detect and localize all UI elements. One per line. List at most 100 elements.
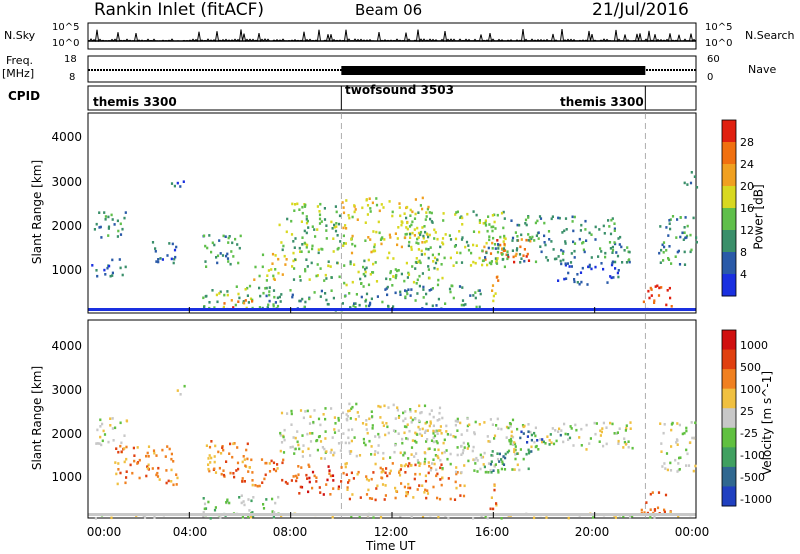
ground-scatter-cell bbox=[162, 513, 164, 516]
echo-cell bbox=[213, 460, 216, 464]
echo-cell bbox=[441, 241, 444, 244]
ground-scatter-cell bbox=[684, 513, 686, 516]
echo-cell bbox=[414, 299, 417, 302]
echo-cell bbox=[236, 446, 239, 449]
echo-cell bbox=[382, 457, 385, 460]
echo-cell bbox=[602, 444, 605, 448]
ground-scatter-cell bbox=[286, 513, 288, 516]
echo-cell bbox=[429, 468, 432, 472]
ground-scatter-cell bbox=[566, 513, 568, 516]
echo-cell bbox=[281, 248, 284, 252]
echo-cell bbox=[420, 253, 423, 256]
echo-cell bbox=[594, 225, 597, 229]
echo-cell bbox=[233, 475, 236, 479]
echo-cell bbox=[95, 442, 98, 445]
ground-scatter-cell bbox=[196, 513, 198, 516]
echo-cell bbox=[426, 438, 429, 441]
echo-cell bbox=[332, 296, 335, 300]
ground-scatter-cell bbox=[288, 308, 290, 311]
echo-cell bbox=[462, 494, 466, 498]
ground-scatter-cell bbox=[502, 308, 504, 311]
echo-cell bbox=[327, 465, 330, 468]
echo-cell bbox=[513, 260, 516, 264]
ground-scatter-cell bbox=[422, 513, 424, 516]
echo-cell bbox=[573, 215, 576, 219]
ground-scatter-cell bbox=[174, 513, 176, 516]
echo-cell bbox=[182, 180, 185, 183]
ground-scatter-cell bbox=[122, 513, 124, 516]
ground-scatter-cell bbox=[214, 513, 216, 516]
echo-cell bbox=[475, 456, 478, 460]
echo-cell bbox=[534, 434, 537, 438]
echo-cell bbox=[578, 436, 581, 439]
ground-scatter-cell bbox=[358, 513, 360, 516]
echo-cell bbox=[373, 249, 377, 253]
ground-scatter-cell bbox=[202, 513, 204, 516]
ground-scatter-cell bbox=[442, 308, 444, 311]
echo-cell bbox=[98, 226, 101, 229]
echo-cell bbox=[271, 497, 274, 501]
echo-cell bbox=[213, 243, 216, 247]
echo-cell bbox=[518, 468, 521, 472]
echo-cell bbox=[604, 255, 607, 259]
echo-cell bbox=[588, 265, 591, 269]
echo-cell bbox=[430, 439, 434, 442]
echo-cell bbox=[413, 234, 416, 237]
echo-cell bbox=[348, 450, 351, 453]
echo-cell bbox=[548, 439, 551, 442]
x-tick-label: 16:00 bbox=[474, 525, 510, 539]
echo-cell bbox=[504, 452, 507, 456]
echo-cell bbox=[238, 496, 241, 499]
echo-cell bbox=[668, 245, 671, 248]
echo-cell bbox=[665, 249, 668, 252]
echo-cell bbox=[253, 278, 256, 281]
echo-cell bbox=[477, 289, 480, 292]
echo-cell bbox=[608, 225, 611, 228]
echo-cell bbox=[436, 496, 439, 500]
echo-cell bbox=[298, 492, 301, 495]
echo-cell bbox=[99, 425, 102, 428]
echo-cell bbox=[354, 302, 357, 305]
echo-cell bbox=[297, 473, 300, 476]
echo-cell bbox=[247, 470, 250, 473]
ground-scatter-cell bbox=[598, 308, 600, 311]
echo-cell bbox=[119, 421, 122, 425]
echo-cell bbox=[482, 259, 485, 262]
echo-cell bbox=[328, 469, 331, 472]
echo-cell bbox=[245, 448, 248, 452]
echo-cell bbox=[131, 471, 134, 475]
power-ytick: 2000 bbox=[51, 219, 82, 233]
echo-cell bbox=[367, 488, 370, 492]
ground-scatter-cell bbox=[688, 308, 690, 311]
echo-cell bbox=[509, 442, 512, 446]
echo-cell bbox=[685, 234, 689, 238]
echo-cell bbox=[365, 304, 368, 308]
ground-scatter-cell bbox=[194, 513, 196, 516]
echo-cell bbox=[472, 445, 475, 449]
echo-cell bbox=[640, 508, 643, 512]
echo-cell bbox=[527, 448, 530, 452]
echo-cell bbox=[277, 271, 280, 275]
ground-scatter-cell bbox=[378, 513, 380, 516]
echo-cell bbox=[406, 491, 409, 494]
echo-cell bbox=[365, 428, 368, 431]
ground-scatter-cell bbox=[250, 513, 252, 516]
echo-cell bbox=[415, 261, 418, 264]
echo-cell bbox=[367, 236, 370, 239]
ground-scatter-cell bbox=[508, 308, 510, 311]
echo-cell bbox=[119, 444, 122, 448]
echo-cell bbox=[489, 507, 492, 511]
ground-scatter-cell bbox=[368, 308, 370, 311]
echo-cell bbox=[369, 301, 372, 305]
echo-cell bbox=[620, 245, 623, 249]
echo-cell bbox=[467, 444, 470, 448]
echo-cell bbox=[202, 497, 205, 500]
echo-cell bbox=[522, 432, 525, 435]
ground-scatter-cell bbox=[134, 513, 136, 516]
ground-scatter-cell bbox=[208, 513, 210, 516]
echo-cell bbox=[403, 425, 407, 428]
echo-cell bbox=[408, 462, 411, 465]
ground-scatter-cell bbox=[222, 513, 224, 516]
echo-cell bbox=[659, 261, 662, 264]
ground-scatter-cell bbox=[150, 513, 152, 516]
